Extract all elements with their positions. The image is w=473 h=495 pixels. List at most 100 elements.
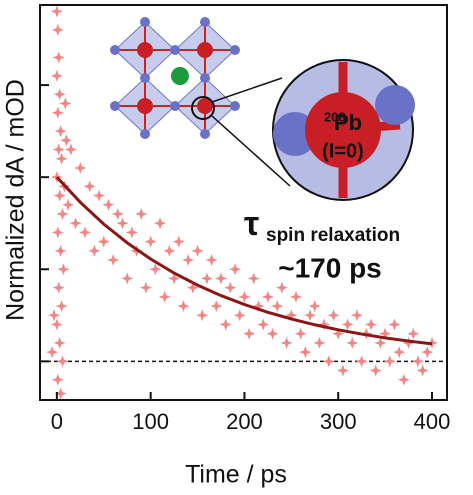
data-point	[149, 263, 162, 276]
data-point	[154, 217, 167, 230]
isotope-mass: 208	[324, 109, 346, 124]
data-point	[322, 355, 335, 368]
data-point	[54, 125, 67, 138]
data-point	[64, 143, 77, 156]
data-point	[168, 272, 181, 285]
data-point	[51, 106, 64, 119]
data-point	[172, 235, 185, 248]
data-point	[350, 309, 363, 322]
element-label: Pb	[334, 110, 362, 135]
data-point	[383, 355, 396, 368]
data-point	[393, 346, 406, 359]
data-point	[318, 318, 331, 331]
data-point	[163, 244, 176, 257]
x-tick-label: 300	[320, 409, 357, 434]
data-point	[238, 290, 251, 303]
data-point	[51, 373, 64, 386]
data-point	[266, 327, 279, 340]
data-point	[107, 254, 120, 267]
data-point	[97, 235, 110, 248]
data-point	[233, 309, 246, 322]
data-point	[69, 217, 82, 230]
data-point	[332, 327, 345, 340]
data-point	[369, 364, 382, 377]
data-point	[111, 208, 124, 221]
data-point	[275, 281, 288, 294]
data-point	[53, 88, 66, 101]
data-point	[355, 355, 368, 368]
data-point	[51, 226, 64, 239]
data-point	[271, 300, 284, 313]
data-point	[158, 290, 171, 303]
data-point	[50, 69, 63, 82]
plot-frame	[39, 4, 448, 401]
data-point	[55, 300, 68, 313]
data-point	[52, 281, 65, 294]
data-point	[243, 327, 256, 340]
data-point	[252, 300, 265, 313]
x-tick-label: 400	[414, 409, 451, 434]
data-point	[214, 272, 227, 285]
data-point	[421, 346, 434, 359]
spin-label: (I=0)	[322, 140, 364, 162]
data-point	[200, 272, 213, 285]
data-point	[191, 244, 204, 257]
data-point	[416, 364, 429, 377]
data-point	[196, 309, 209, 322]
x-tick-label: 0	[51, 409, 63, 434]
data-point	[79, 226, 92, 239]
fit-curve	[55, 176, 433, 346]
x-axis-label: Time / ps	[185, 461, 287, 489]
data-point	[407, 327, 420, 340]
data-point	[62, 198, 75, 211]
data-point	[210, 300, 223, 313]
x-tick-label: 200	[226, 409, 263, 434]
tau-subscript: spin relaxation	[266, 225, 400, 246]
data-point	[139, 281, 152, 294]
data-point	[121, 272, 134, 285]
data-point	[83, 180, 96, 193]
data-point	[346, 336, 359, 349]
data-point	[205, 254, 218, 267]
data-point	[304, 309, 317, 322]
data-point	[59, 97, 72, 110]
data-point	[54, 387, 67, 400]
data-point	[135, 208, 148, 221]
data-point	[294, 327, 307, 340]
data-point	[56, 355, 69, 368]
data-point	[182, 254, 195, 267]
data-point	[52, 143, 65, 156]
tau-symbol: τ	[244, 205, 259, 243]
data-point	[219, 318, 232, 331]
data-point	[224, 281, 237, 294]
data-point	[51, 23, 64, 36]
data-point	[56, 208, 69, 221]
data-point	[60, 134, 73, 147]
data-point	[341, 318, 354, 331]
data-point	[336, 364, 349, 377]
data-point	[229, 263, 242, 276]
data-point	[48, 309, 61, 322]
data-point	[374, 336, 387, 349]
data-point	[52, 51, 65, 64]
data-point	[327, 309, 340, 322]
x-tick-label: 100	[132, 409, 169, 434]
data-point	[125, 226, 138, 239]
data-point	[53, 189, 66, 202]
data-point	[102, 198, 115, 211]
data-point	[46, 346, 59, 359]
data-point	[53, 336, 66, 349]
data-point	[299, 346, 312, 359]
data-point	[144, 235, 157, 248]
data-point	[313, 336, 326, 349]
data-point	[308, 300, 321, 313]
tau-value: ~170 ps	[278, 252, 382, 283]
data-point	[257, 318, 270, 331]
data-point	[50, 5, 63, 18]
data-point	[247, 272, 260, 285]
data-point	[50, 318, 63, 331]
data-point	[285, 309, 298, 322]
data-point	[365, 318, 378, 331]
data-point	[54, 244, 67, 257]
